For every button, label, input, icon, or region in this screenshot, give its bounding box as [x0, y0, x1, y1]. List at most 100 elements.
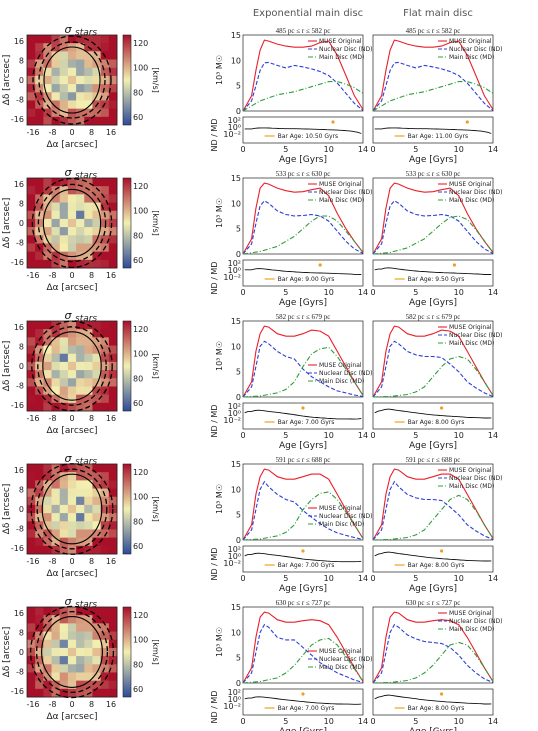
map-cell — [35, 680, 44, 690]
map-y-tick-label: 0 — [19, 76, 24, 85]
ratio-plot-frame — [372, 259, 494, 287]
map-cell — [92, 672, 102, 682]
map-cell — [84, 329, 93, 338]
map-cell — [43, 402, 52, 412]
mass-y-tick-label: 5 — [236, 654, 241, 663]
map-cell — [92, 647, 102, 657]
map-cell — [27, 496, 36, 506]
map-cell — [76, 631, 85, 641]
bar-age-label: Bar Age: 7.00 Gyrs — [278, 562, 335, 569]
map-cell — [84, 521, 93, 530]
bar-age-label: Bar Age: 9.00 Gyrs — [278, 276, 335, 283]
ratio-axis-label: ND / MD — [210, 405, 219, 438]
map-cell — [67, 386, 77, 396]
map-cell — [59, 210, 69, 220]
map-cell — [59, 92, 69, 101]
map-cell — [43, 259, 52, 269]
ratio-y-tick-label: 10² — [228, 545, 241, 554]
map-cell — [59, 116, 69, 126]
map-cell — [108, 92, 118, 101]
map-cell — [67, 186, 77, 195]
legend-label: Main Disc (MD) — [319, 664, 364, 671]
map-cell — [27, 513, 36, 522]
map-cell — [76, 321, 85, 330]
map-cell — [100, 631, 110, 641]
mass-y-tick-label: 0 — [236, 393, 241, 402]
bar-age-label: Bar Age: 7.00 Gyrs — [278, 419, 335, 426]
map-cell — [59, 513, 69, 522]
ratio-y-tick-label: 10⁰ — [228, 695, 241, 704]
map-cell — [100, 329, 110, 338]
map-cell — [92, 370, 102, 379]
map-cell — [108, 370, 118, 379]
map-title-subscript: stars — [75, 600, 97, 610]
bar-age-marker — [439, 692, 444, 696]
bar-age-label: Bar Age: 8.00 Gyrs — [408, 419, 465, 426]
ring-inner-ellipse — [41, 473, 103, 545]
legend-label: Main Disc (MD) — [319, 197, 364, 204]
map-cell — [27, 353, 36, 363]
age-axis-label: Age [Gyrs] — [279, 727, 327, 731]
map-cell — [51, 656, 61, 665]
map-x-tick-label: 16 — [106, 414, 116, 423]
map-cell — [67, 218, 77, 228]
map-cell — [51, 67, 61, 77]
map-x-tick-label: 8 — [89, 700, 94, 709]
map-cell — [51, 329, 61, 338]
map-cell — [84, 496, 93, 506]
legend-label: Main Disc (MD) — [449, 197, 494, 204]
map-cell — [108, 472, 118, 481]
map-cell — [84, 59, 93, 69]
map-cell — [100, 402, 110, 412]
map-cell — [27, 75, 36, 85]
bar-age-marker — [452, 263, 457, 267]
map-cell — [27, 394, 36, 404]
map-cell — [35, 178, 44, 187]
map-cell — [108, 178, 118, 187]
map-cell — [27, 202, 36, 212]
map-cell — [43, 353, 52, 363]
map-cell — [27, 100, 36, 110]
map-cell — [67, 472, 77, 481]
map-title-subscript: stars — [75, 171, 97, 181]
ratio-axis-label: ND / MD — [210, 262, 219, 295]
map-cell — [84, 227, 93, 236]
map-cell — [108, 202, 118, 212]
map-cell — [27, 259, 36, 269]
series-line-muse — [372, 325, 494, 398]
map-cell — [84, 680, 93, 690]
map-cell — [35, 488, 44, 498]
map-cell — [59, 464, 69, 473]
series-line-muse — [372, 39, 494, 112]
map-cell — [59, 243, 69, 253]
age-x-tick-label: 5 — [283, 574, 288, 583]
map-x-tick-label: -8 — [49, 271, 57, 280]
ratio-y-tick-label: 10⁰ — [228, 409, 241, 418]
mass-y-tick-label: 5 — [236, 225, 241, 234]
series-line-muse — [242, 39, 364, 112]
series-line-main-disc — [372, 494, 494, 541]
ring-dashed-ellipse-outer — [29, 605, 115, 699]
map-cell — [84, 194, 93, 203]
map-cell — [67, 84, 77, 93]
map-cell — [27, 227, 36, 236]
map-cell — [67, 464, 77, 473]
map-y-tick-label: 0 — [19, 505, 24, 514]
colorbar-tick-label: 80 — [133, 374, 143, 383]
map-x-tick-label: 8 — [89, 414, 94, 423]
map-cell — [43, 210, 52, 220]
map-cell — [76, 688, 85, 698]
map-y-tick-label: -8 — [16, 525, 24, 534]
ratio-y-tick-label: 10⁻² — [223, 130, 241, 139]
map-cell — [51, 337, 61, 346]
map-cell — [92, 35, 102, 44]
map-cell — [84, 623, 93, 632]
map-cell — [43, 194, 52, 203]
map-cell — [76, 488, 85, 498]
map-cell — [76, 370, 85, 379]
map-x-axis-label: Δα [arcsec] — [46, 712, 97, 722]
map-cell — [59, 639, 69, 649]
bar-age-label: Bar Age: 7.00 Gyrs — [278, 705, 335, 712]
map-cell — [92, 43, 102, 52]
map-cell — [35, 321, 44, 330]
